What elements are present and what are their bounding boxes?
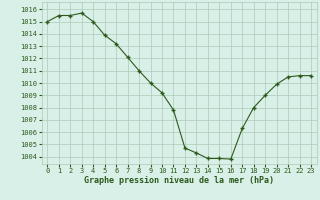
X-axis label: Graphe pression niveau de la mer (hPa): Graphe pression niveau de la mer (hPa) [84, 176, 274, 185]
